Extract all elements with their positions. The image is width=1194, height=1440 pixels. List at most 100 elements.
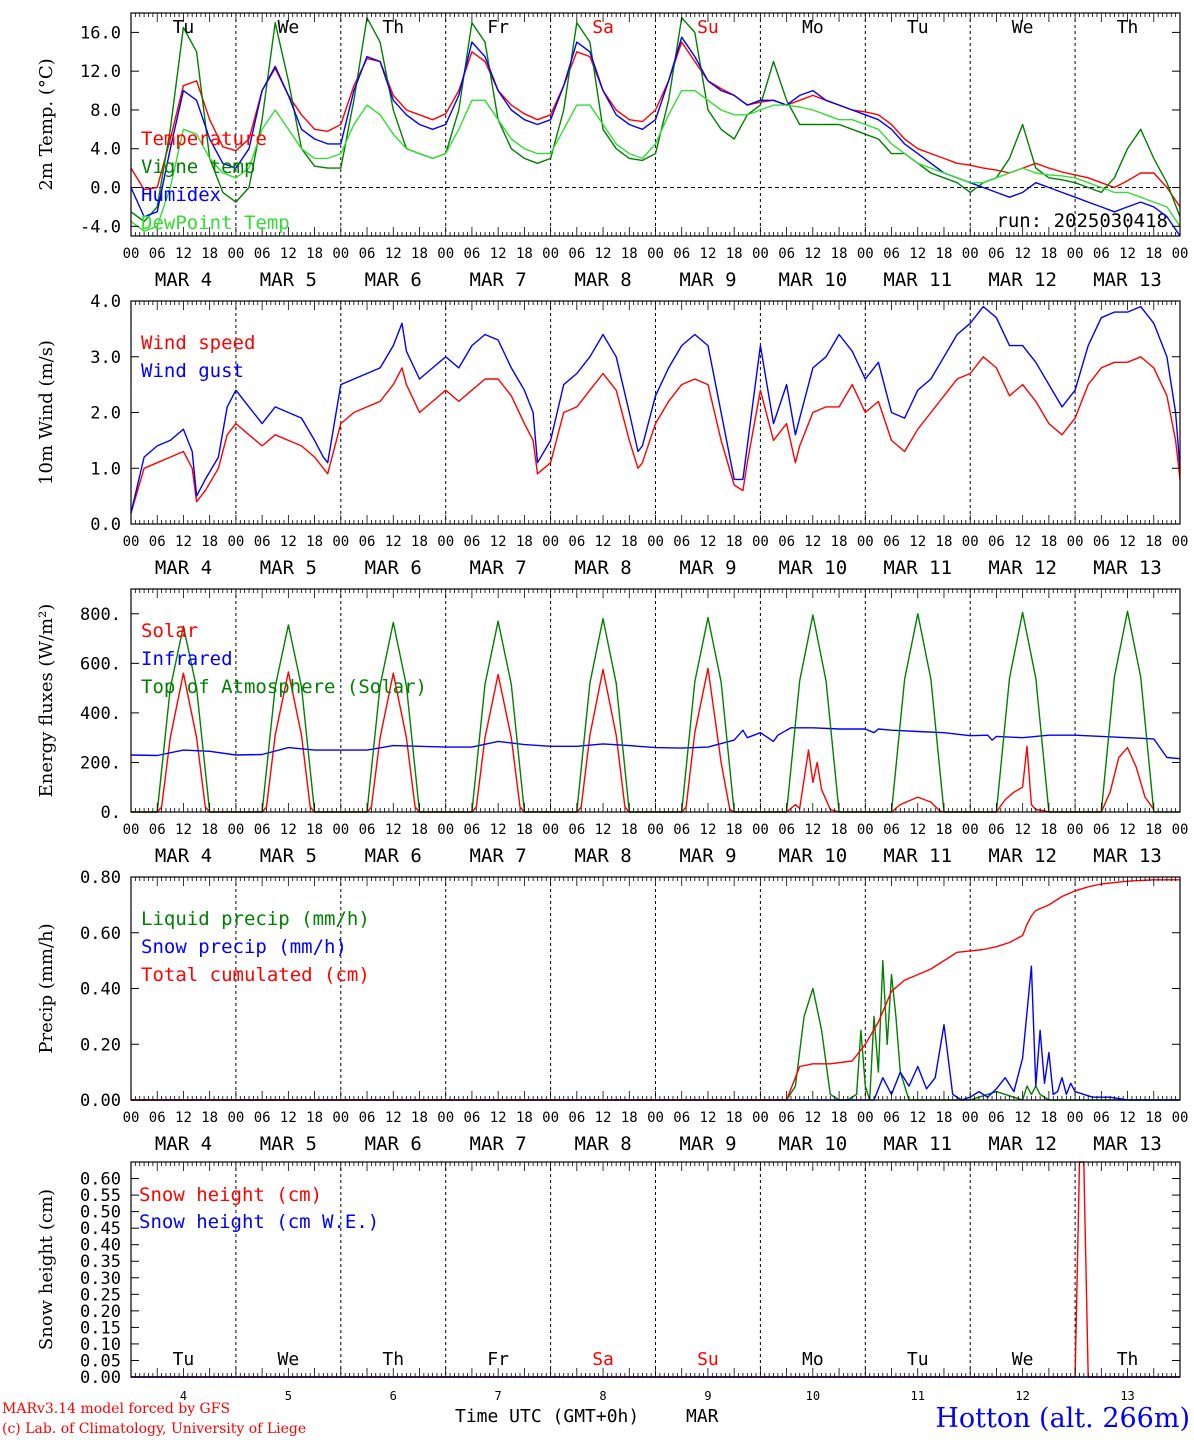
hour-tick-label: 06 [883, 1110, 900, 1126]
y-axis-label: 2m Temp. (°C) [36, 58, 57, 190]
hour-tick-label: 00 [332, 822, 349, 838]
y-tick-label: 0.50 [80, 1203, 121, 1223]
series-line [130, 17, 1181, 223]
hour-tick-label: 00 [123, 534, 140, 550]
hour-tick-label: 12 [175, 1110, 192, 1126]
y-tick-label: 0.00 [80, 1368, 121, 1388]
hour-tick-label: 06 [778, 1110, 795, 1126]
hour-tick-label: 12 [175, 822, 192, 838]
y-tick-label: 0.10 [80, 1335, 121, 1355]
hour-tick-label: 18 [516, 822, 533, 838]
day-number-label: 7 [495, 1389, 502, 1403]
hour-tick-label: 06 [673, 534, 690, 550]
hour-tick-label: 12 [1014, 1110, 1031, 1126]
hour-tick-label: 18 [936, 534, 953, 550]
hour-tick-label: 18 [621, 246, 638, 262]
day-number-label: 10 [806, 1389, 820, 1403]
y-tick-label: 0.80 [80, 868, 121, 888]
hour-tick-label: 18 [1145, 246, 1162, 262]
day-name-label: Tu [173, 17, 195, 38]
hour-tick-label: 06 [673, 822, 690, 838]
hour-tick-label: 18 [936, 822, 953, 838]
hour-tick-label: 00 [857, 1110, 874, 1126]
hour-tick-label: 06 [254, 534, 271, 550]
date-label: MAR 5 [260, 1133, 317, 1155]
hour-tick-label: 00 [1172, 1110, 1189, 1126]
hour-tick-label: 12 [280, 822, 297, 838]
hour-tick-label: 06 [463, 1110, 480, 1126]
day-name-label: Mo [802, 1349, 824, 1370]
hour-tick-label: 12 [490, 246, 507, 262]
legend-entry: Vigne temp [141, 156, 255, 178]
hour-tick-label: 18 [516, 246, 533, 262]
hour-tick-label: 12 [1119, 1110, 1136, 1126]
hour-tick-label: 18 [516, 1110, 533, 1126]
date-label: MAR 6 [365, 845, 422, 867]
hour-tick-label: 18 [1145, 822, 1162, 838]
hour-tick-label: 00 [1172, 534, 1189, 550]
hour-tick-label: 06 [359, 534, 376, 550]
hour-tick-label: 12 [804, 822, 821, 838]
hour-tick-label: 12 [909, 1110, 926, 1126]
hour-tick-label: 12 [1014, 822, 1031, 838]
y-tick-label: 400. [80, 704, 121, 724]
date-label: MAR 12 [988, 557, 1057, 579]
hour-tick-label: 06 [883, 534, 900, 550]
hour-tick-label: 12 [700, 1110, 717, 1126]
legend-entry: Infrared [141, 648, 233, 670]
hour-tick-label: 06 [1093, 246, 1110, 262]
day-number-label: 4 [180, 1389, 187, 1403]
y-tick-label: 0. [101, 803, 121, 823]
date-label: MAR 4 [155, 1133, 212, 1155]
hour-tick-label: 12 [909, 246, 926, 262]
wind-panel: 0.0 1.0 2.0 3.0 4.0 10m Wind (m/s) Wind speed W… [36, 292, 1188, 579]
series-line [130, 305, 1181, 514]
hour-tick-label: 00 [227, 1110, 244, 1126]
hour-tick-label: 12 [385, 534, 402, 550]
time-axis-title: Time UTC (GMT+0h) [455, 1406, 639, 1427]
date-label: MAR 11 [883, 269, 952, 291]
date-label: MAR 13 [1093, 1133, 1162, 1155]
hour-tick-label: 18 [621, 822, 638, 838]
legend-entry: Humidex [141, 184, 221, 206]
hour-tick-label: 06 [463, 534, 480, 550]
hour-tick-label: 00 [542, 246, 559, 262]
hour-tick-label: 12 [804, 246, 821, 262]
y-tick-label: 800. [80, 605, 121, 625]
date-label: MAR 8 [574, 845, 631, 867]
y-tick-label: 0.15 [80, 1318, 121, 1338]
hour-tick-label: 18 [726, 1110, 743, 1126]
hour-tick-label: 00 [962, 822, 979, 838]
day-name-label: We [1012, 1349, 1034, 1370]
hour-tick-label: 06 [778, 246, 795, 262]
hour-tick-label: 12 [1014, 246, 1031, 262]
hour-tick-label: 00 [647, 1110, 664, 1126]
hour-tick-label: 00 [1172, 822, 1189, 838]
day-name-label: Tu [907, 17, 929, 38]
hour-tick-label: 18 [411, 822, 428, 838]
legend-entry: Liquid precip (mm/h) [141, 908, 370, 930]
date-label: MAR 8 [574, 557, 631, 579]
day-name-label: Th [1117, 1349, 1139, 1370]
hour-tick-label: 06 [568, 246, 585, 262]
date-label: MAR 5 [260, 845, 317, 867]
time-axis-month: MAR [686, 1406, 719, 1427]
y-tick-label: 0.60 [80, 1170, 121, 1190]
date-label: MAR 12 [988, 845, 1057, 867]
y-tick-label: 0.40 [80, 980, 121, 1000]
hour-tick-label: 18 [201, 534, 218, 550]
y-tick-label: 0.45 [80, 1219, 121, 1239]
hour-tick-label: 18 [306, 822, 323, 838]
hour-tick-label: 06 [149, 246, 166, 262]
day-number-label: 13 [1120, 1389, 1134, 1403]
hour-tick-label: 00 [123, 246, 140, 262]
hour-tick-label: 00 [332, 534, 349, 550]
y-tick-label: 8.0 [90, 101, 121, 121]
hour-tick-label: 06 [988, 246, 1005, 262]
hour-tick-label: 06 [359, 822, 376, 838]
y-tick-label: 0.40 [80, 1236, 121, 1256]
day-name-label: Fr [487, 1349, 509, 1370]
hour-tick-label: 00 [1172, 246, 1189, 262]
hour-tick-label: 00 [857, 246, 874, 262]
